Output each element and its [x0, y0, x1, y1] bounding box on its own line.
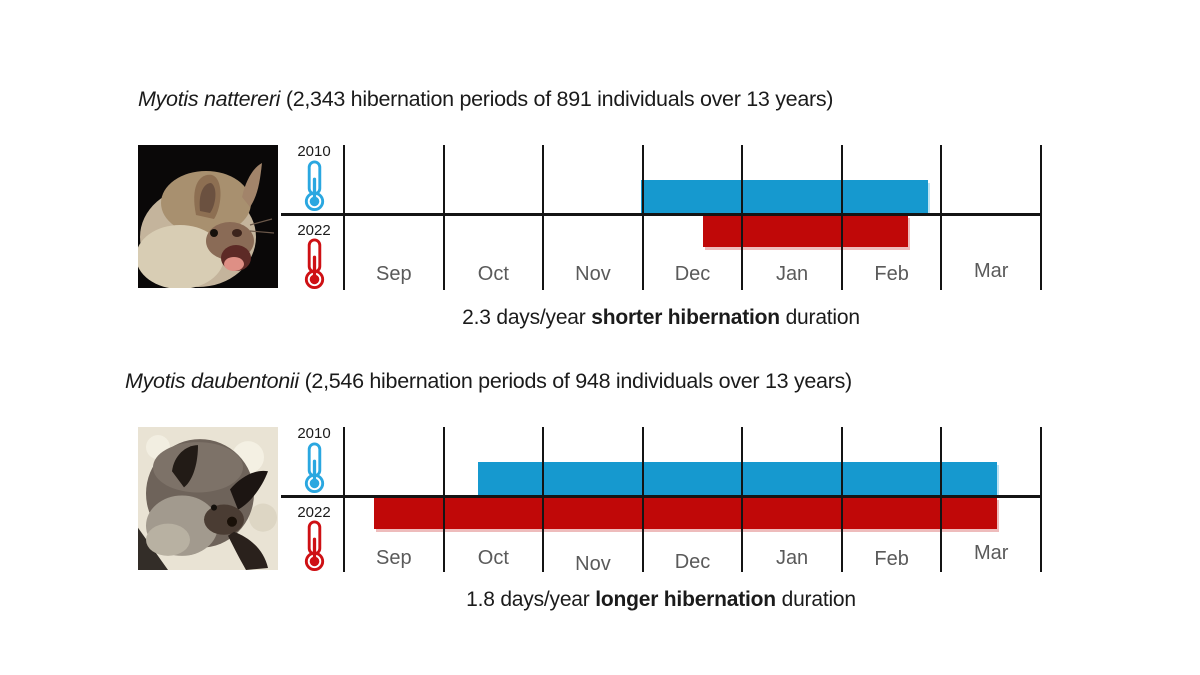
caption-post: duration: [775, 588, 857, 611]
timeline-axis: [281, 213, 1041, 216]
title-suffix: (2,343 hibernation periods of 891 indivi…: [280, 87, 834, 111]
month-label-sep: Sep: [375, 547, 412, 569]
thermometer-red-icon: [301, 238, 328, 290]
month-label-feb: Feb: [874, 548, 909, 570]
month-label-nov: Nov: [575, 263, 611, 285]
natterers-bat-illustration: [138, 145, 278, 288]
species-name: Myotis nattereri: [138, 87, 281, 111]
month-label-jan: Jan: [775, 547, 809, 569]
month-gridline: [343, 145, 345, 290]
year-label-2022: 2022: [297, 222, 331, 239]
month-grid: Sep Oct Nov Dec Jan Feb Mar: [343, 427, 1042, 575]
month-gridline: [542, 145, 545, 290]
month-label-feb: Feb: [874, 263, 909, 285]
species-name: Myotis daubentonii: [125, 369, 299, 393]
year-label-2010: 2010: [297, 425, 331, 442]
month-label-mar: Mar: [973, 260, 1009, 282]
month-label-jan: Jan: [775, 263, 809, 285]
month-label-dec: Dec: [674, 551, 711, 573]
caption-post: duration: [779, 306, 861, 329]
year-label-2022: 2022: [297, 504, 331, 521]
caption-bold: longer hibernation: [595, 588, 776, 611]
month-label-dec: Dec: [674, 263, 711, 285]
caption-pre: 1.8 days/year: [466, 588, 596, 611]
month-grid: Sep Oct Nov Dec Jan Feb Mar: [343, 145, 1042, 290]
panel-title: Myotis daubentonii (2,546 hibernation pe…: [125, 369, 852, 394]
month-gridline: [840, 427, 843, 572]
daubentons-bat-photo: [138, 427, 278, 570]
month-label-mar: Mar: [973, 542, 1009, 564]
month-gridline: [1040, 145, 1042, 290]
month-gridline: [741, 427, 744, 572]
month-gridline: [1040, 427, 1042, 572]
month-label-oct: Oct: [477, 263, 509, 285]
thermometer-blue-icon: [301, 442, 328, 494]
month-gridline: [542, 427, 545, 572]
panel-title: Myotis nattereri (2,343 hibernation peri…: [138, 87, 833, 112]
month-gridline: [641, 427, 644, 572]
thermometer-red-icon: [301, 520, 328, 572]
hibernation-bar-2022: [373, 497, 998, 529]
caption: 1.8 days/year longer hibernation duratio…: [281, 588, 1041, 612]
hibernation-bar-2010: [478, 462, 998, 495]
month-gridline: [442, 427, 445, 572]
caption-bold: shorter hibernation: [591, 306, 780, 329]
month-gridline: [940, 145, 943, 290]
panel-nattereri: Myotis nattereri (2,343 hibernation peri…: [0, 87, 1200, 369]
month-label-sep: Sep: [375, 263, 412, 285]
month-label-oct: Oct: [477, 547, 509, 569]
hibernation-bar-2010: [640, 180, 929, 213]
year-label-2010: 2010: [297, 143, 331, 160]
panel-daubentonii: Myotis daubentonii (2,546 hibernation pe…: [0, 369, 1200, 651]
month-gridline: [840, 145, 843, 290]
title-suffix: (2,546 hibernation periods of 948 indivi…: [298, 369, 853, 393]
month-gridline: [641, 145, 644, 290]
natterers-bat-photo: [138, 145, 278, 288]
thermometer-blue-icon: [301, 160, 328, 212]
daubentons-bat-illustration: [138, 427, 278, 570]
caption: 2.3 days/year shorter hibernation durati…: [281, 306, 1041, 330]
month-gridline: [940, 427, 943, 572]
caption-pre: 2.3 days/year: [462, 306, 592, 329]
month-gridline: [343, 427, 345, 572]
month-label-nov: Nov: [575, 553, 611, 575]
timeline-axis: [281, 495, 1041, 498]
month-gridline: [741, 145, 744, 290]
month-gridline: [442, 145, 445, 290]
hibernation-bar-2022: [703, 215, 908, 247]
